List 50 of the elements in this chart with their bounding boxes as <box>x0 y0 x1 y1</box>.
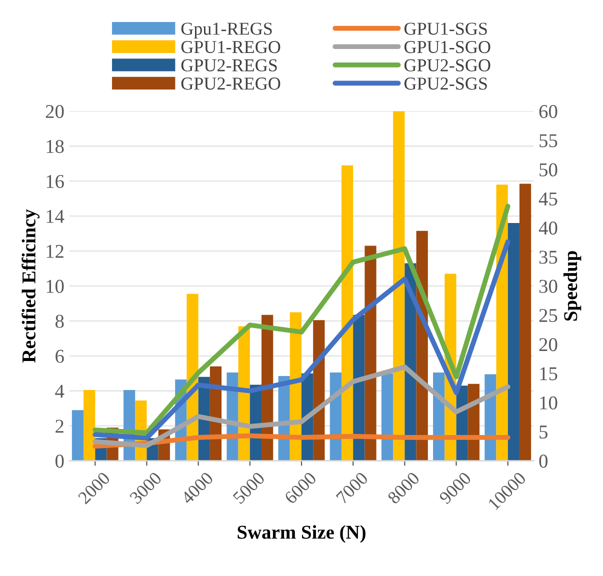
bar <box>72 410 84 461</box>
legend-label: GPU2-REGO <box>181 78 280 90</box>
y2-tick-label: 5 <box>540 426 548 439</box>
y2-tick-label: 10 <box>540 396 558 410</box>
legend-label: GPU1-SGS <box>404 22 487 35</box>
legend-label: GPU2-SGS <box>404 78 487 90</box>
bar <box>393 111 405 461</box>
line-series <box>92 239 510 441</box>
y-tick-label: 2 <box>56 420 64 433</box>
bar <box>84 390 96 461</box>
bar <box>364 246 376 461</box>
x-tick-label: 7000 <box>336 471 369 504</box>
y-tick-label: 6 <box>56 350 64 363</box>
y-tick-label: 16 <box>46 174 64 188</box>
y2-tick-label: 60 <box>539 104 558 118</box>
y2-tick-label: 35 <box>539 250 558 264</box>
line-series <box>92 364 510 448</box>
x-tick-label: 6000 <box>284 471 317 504</box>
line-series <box>92 204 510 436</box>
y2-tick-label: 50 <box>540 163 558 176</box>
y2-tick-label: 30 <box>539 280 558 293</box>
x-axis-title: Swarm Size (N) <box>238 525 366 543</box>
y2-tick-label: 0 <box>539 454 548 468</box>
y-tick-label: 18 <box>46 140 64 154</box>
y2-tick-label: 55 <box>540 134 558 148</box>
x-tick-label: 4000 <box>180 471 214 505</box>
y-tick-label: 14 <box>46 210 64 223</box>
y2-tick-label: 20 <box>539 338 558 352</box>
legend-label: GPU2-REGS <box>181 59 277 72</box>
x-tick-label: 8000 <box>386 471 420 505</box>
y2-tick-label: 15 <box>540 367 558 380</box>
y2-tick-label: 25 <box>539 308 558 322</box>
bar <box>519 184 532 461</box>
y-tick-label: 0 <box>56 454 64 468</box>
legend-label: GPU2-SGO <box>404 59 490 72</box>
y-tick-label: 10 <box>46 280 64 293</box>
y2-axis-title: Speedup <box>564 251 582 321</box>
bar <box>508 223 520 461</box>
y-tick-label: 8 <box>56 314 64 328</box>
bar <box>341 165 354 461</box>
y2-tick-label: 40 <box>538 222 558 235</box>
y-axis-title: Rectified Efficincy <box>22 209 40 363</box>
y-tick-label: 12 <box>46 244 64 258</box>
bar <box>381 373 394 461</box>
y-tick-label: 20 <box>46 104 64 118</box>
y-tick-label: 4 <box>55 384 64 398</box>
legend-label: Gpu1-REGS <box>181 22 272 38</box>
legend-label: GPU1-REGO <box>181 40 280 54</box>
y2-tick-label: 45 <box>538 192 558 206</box>
legend-label: GPU1-SGO <box>404 40 490 54</box>
